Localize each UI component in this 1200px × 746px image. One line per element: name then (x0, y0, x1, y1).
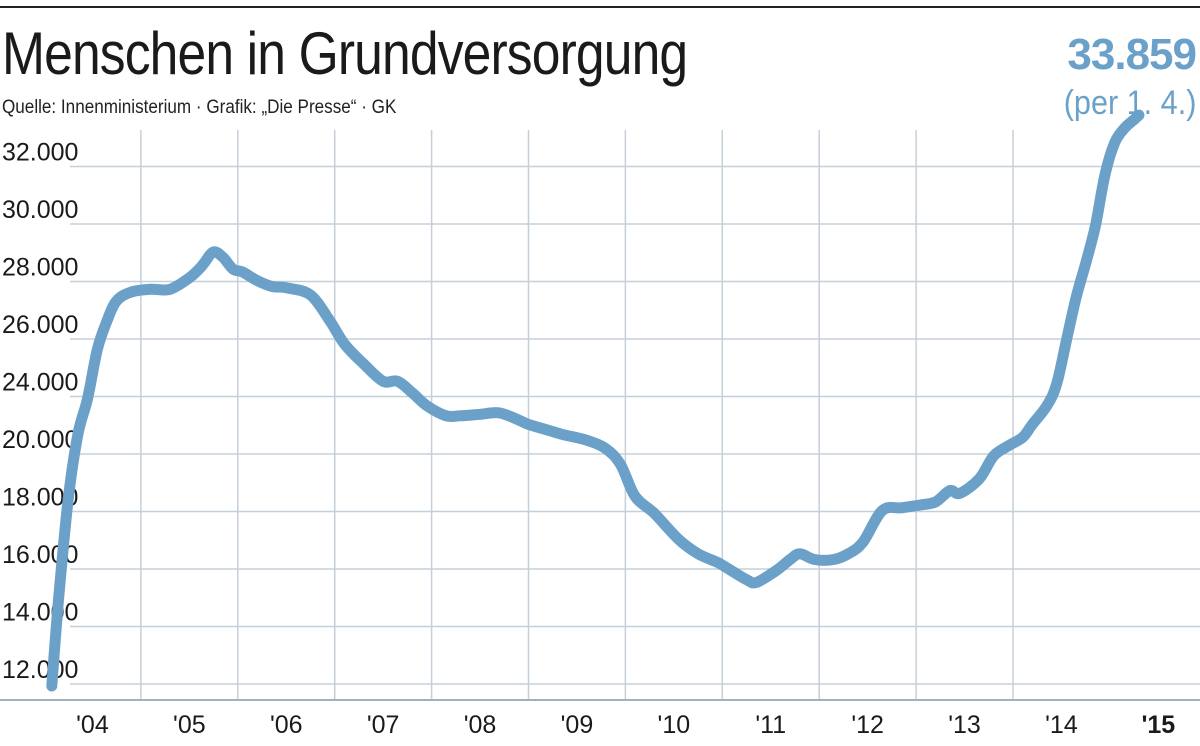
x-tick-label: '07 (367, 711, 400, 739)
y-tick-label: 26.000 (2, 311, 78, 339)
x-tick-label: '04 (76, 711, 109, 739)
chart-title: Menschen in Grundversorgung (2, 20, 688, 87)
series-line (46, 109, 1145, 692)
x-tick-label: '13 (948, 711, 981, 739)
y-tick-label: 28.000 (2, 254, 78, 282)
x-tick-label: '12 (851, 711, 884, 739)
x-tick-label: '15 (1141, 711, 1175, 739)
y-tick-label: 20.000 (2, 426, 78, 454)
top-rule (0, 6, 1200, 8)
y-tick-label: 30.000 (2, 196, 78, 224)
line-layer (46, 109, 1145, 692)
y-tick-label: 12.000 (2, 656, 78, 684)
tick-layer: 12.00014.00016.00018.00020.00024.00026.0… (2, 139, 1175, 740)
x-tick-label: '14 (1045, 711, 1078, 739)
x-tick-label: '06 (270, 711, 303, 739)
latest-value-label: 33.859 (1067, 30, 1197, 79)
x-tick-label: '10 (658, 711, 691, 739)
y-tick-label: 14.000 (2, 599, 78, 627)
source-line: Quelle: Innenministerium · Grafik: „Die … (2, 97, 397, 118)
y-tick-label: 32.000 (2, 139, 78, 167)
x-tick-label: '08 (464, 711, 497, 739)
x-tick-label: '11 (755, 711, 786, 739)
y-tick-label: 24.000 (2, 369, 78, 397)
x-tick-label: '05 (173, 711, 206, 739)
x-tick-label: '09 (561, 711, 594, 739)
grid-layer (0, 130, 1200, 701)
latest-value-note: (per 1. 4.) (1063, 84, 1196, 122)
